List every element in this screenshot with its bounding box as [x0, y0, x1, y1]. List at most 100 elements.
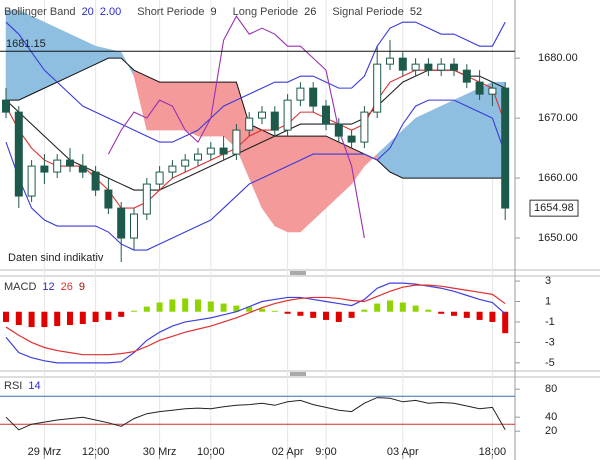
- cloud-segment: [428, 105, 442, 179]
- candle-body: [245, 117, 254, 131]
- candle-body: [411, 63, 420, 71]
- cloud-segment: [172, 81, 186, 131]
- y-tick-label: 20: [545, 425, 557, 437]
- histogram-bar: [323, 311, 329, 320]
- x-tick-label: 9:00: [315, 446, 336, 458]
- histogram-bar: [182, 298, 189, 312]
- candle-body: [155, 171, 164, 185]
- cloud-segment: [440, 99, 455, 179]
- candle-body: [334, 123, 343, 137]
- candle-body: [66, 159, 74, 167]
- candle-body: [424, 63, 433, 71]
- histogram-bar: [67, 311, 73, 326]
- panel-title: MACD 12 26 9: [4, 281, 85, 293]
- y-tick-label: -3: [545, 336, 555, 348]
- histogram-bar: [361, 309, 368, 312]
- indicator-line: [5, 99, 506, 251]
- cloud-segment: [287, 135, 301, 233]
- y-tick-label: 40: [545, 411, 557, 423]
- cloud-segment: [415, 111, 429, 179]
- histogram-bar: [297, 311, 304, 316]
- resize-grip[interactable]: [290, 372, 306, 376]
- candle-body: [450, 63, 458, 71]
- candle-body: [398, 57, 407, 71]
- cloud-segment: [184, 81, 199, 137]
- histogram-bar: [451, 311, 457, 316]
- histogram-bar: [374, 303, 381, 312]
- candle-body: [219, 147, 228, 155]
- cloud-segment: [466, 87, 480, 179]
- candle-body: [117, 207, 126, 239]
- y-tick-label: 1650.00: [538, 232, 578, 244]
- candle-body: [78, 165, 87, 173]
- candle-body: [104, 189, 113, 209]
- parameter: 14: [28, 380, 40, 392]
- histogram-bar: [233, 305, 240, 312]
- y-tick-label: 80: [545, 383, 557, 395]
- histogram-bar: [348, 311, 355, 318]
- indicator-param: 26: [304, 6, 316, 18]
- candle-body: [91, 171, 100, 191]
- cloud-edge: [6, 57, 506, 179]
- candle-body: [437, 63, 446, 71]
- cloud-segment: [312, 135, 327, 221]
- x-tick-label: 10:00: [197, 446, 225, 458]
- histogram-bar: [41, 311, 48, 328]
- x-tick-label: 12:00: [82, 446, 110, 458]
- histogram-bar: [79, 311, 86, 324]
- cloud-segment: [274, 135, 288, 233]
- histogram-bar: [15, 311, 22, 326]
- histogram-bar: [476, 311, 483, 320]
- candle-body: [206, 147, 215, 155]
- x-tick-label: 03 Apr: [387, 446, 419, 458]
- title-text: MACD: [4, 281, 36, 293]
- histogram-bar: [271, 310, 278, 312]
- plot-layer: 1681.15 1654.98 Daten sind indikativ Bollin…: [0, 6, 579, 459]
- cloud-segment: [479, 81, 493, 179]
- indicator-line: [5, 21, 506, 143]
- histogram-bar: [207, 301, 214, 312]
- candle-body: [347, 135, 356, 143]
- histogram-bar: [246, 306, 253, 312]
- x-tick-label: 29 Mrz: [28, 446, 62, 458]
- histogram-bar: [54, 311, 61, 327]
- cloud-segment: [56, 27, 71, 83]
- candle-body: [501, 87, 510, 209]
- x-tick-label: 18:00: [479, 446, 507, 458]
- x-tick-label: 30 Mrz: [143, 446, 177, 458]
- candle-body: [194, 153, 202, 161]
- indicator-header: Bollinger Band 20 2.00 Short Periode 9 Long P…: [4, 6, 422, 18]
- histogram-bar: [131, 310, 137, 312]
- indicator-name: Long Periode: [233, 6, 298, 18]
- y-tick-label: 1680.00: [538, 52, 578, 64]
- candle-body: [270, 111, 279, 131]
- candle-body: [130, 213, 138, 239]
- rsi-line: [5, 397, 506, 431]
- histogram-bar: [143, 306, 150, 312]
- candle-body: [14, 111, 23, 197]
- resize-grip[interactable]: [290, 271, 306, 275]
- indicator-param: 9: [211, 6, 217, 18]
- histogram-bar: [284, 311, 291, 314]
- histogram-bar: [412, 305, 419, 312]
- last-price-label: 1654.98: [534, 202, 574, 214]
- cloud-segment: [69, 33, 84, 77]
- candle-body: [258, 111, 266, 119]
- candle-body: [488, 87, 497, 95]
- candle-body: [2, 99, 10, 113]
- histogram-bar: [220, 303, 227, 312]
- histogram-bar: [3, 311, 9, 322]
- candle-body: [360, 111, 369, 143]
- candle-body: [386, 57, 394, 65]
- cloud-segment: [325, 135, 340, 209]
- x-tick-label: 02 Apr: [272, 446, 304, 458]
- histogram-bar: [502, 311, 509, 334]
- candle-body: [168, 165, 177, 173]
- cloud-segment: [44, 21, 58, 89]
- y-tick-label: -1: [545, 316, 555, 328]
- y-tick-label: 3: [545, 275, 551, 287]
- cloud-segment: [159, 81, 173, 131]
- macd-plot: [3, 282, 509, 364]
- indicator-name: Short Periode: [137, 6, 204, 18]
- histogram-bar: [28, 311, 35, 328]
